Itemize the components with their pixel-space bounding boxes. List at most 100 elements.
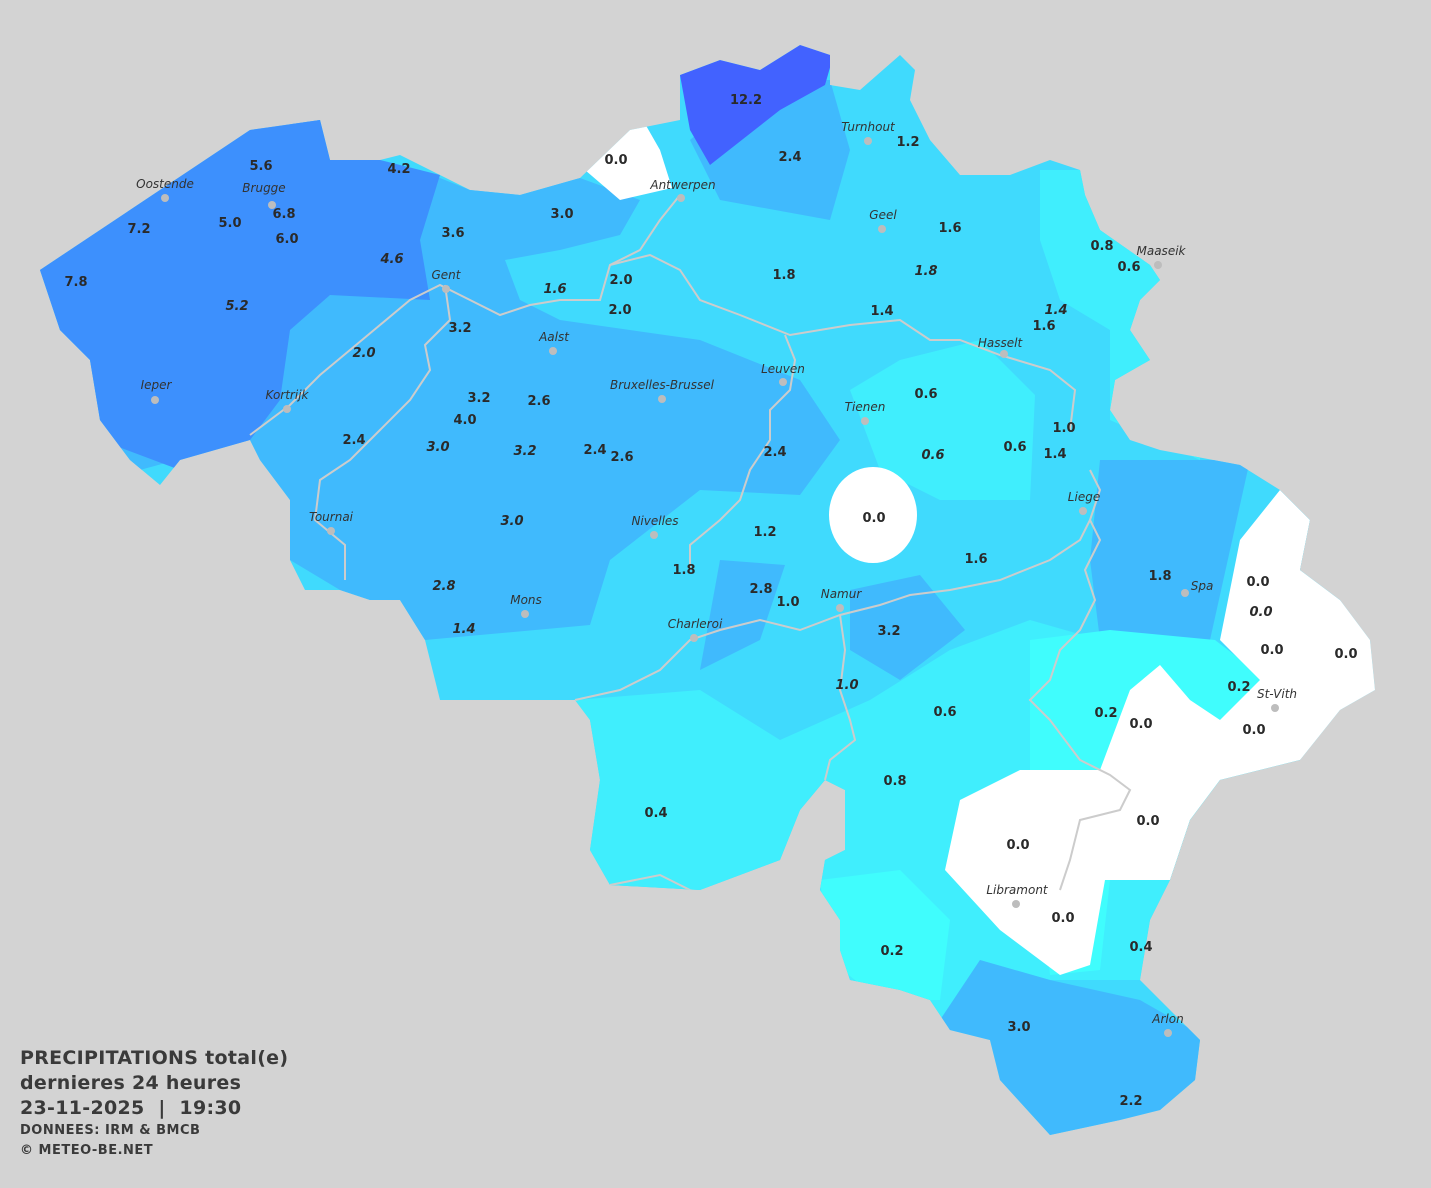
city-label: Kortrijk [266, 388, 310, 402]
city-label: Geel [869, 208, 897, 222]
precip-value: 2.8 [432, 579, 455, 594]
precip-value: 4.2 [387, 162, 410, 177]
precip-value: 0.0 [1249, 605, 1272, 620]
map-legend: PRECIPITATIONS total(e) dernieres 24 heu… [20, 1046, 288, 1161]
precip-value: 1.8 [772, 268, 795, 283]
river [1028, 519, 1132, 891]
city-marker [1000, 350, 1008, 358]
precip-value: 3.0 [550, 207, 573, 222]
city-label: Bruxelles-Brussel [610, 378, 715, 392]
city-marker [690, 634, 698, 642]
city-marker [1079, 507, 1087, 515]
city-label: Spa [1191, 579, 1214, 593]
river [689, 334, 797, 570]
precip-value: 1.6 [543, 282, 566, 297]
precip-value: 6.8 [272, 207, 295, 222]
precip-value: 0.6 [914, 387, 937, 402]
precip-value: 0.0 [1006, 838, 1029, 853]
precip-value: 2.4 [763, 445, 786, 460]
city-marker [151, 396, 159, 404]
precip-value: 1.0 [776, 595, 799, 610]
precip-value: 2.4 [342, 433, 365, 448]
precip-value: 1.0 [1052, 421, 1075, 436]
city-label: Antwerpen [649, 178, 715, 192]
city-label: Gent [432, 268, 462, 282]
river [313, 284, 452, 580]
map-datetime: 23-11-2025 | 19:30 [20, 1097, 242, 1119]
precip-zone-very-high [680, 45, 835, 165]
city-marker [327, 527, 335, 535]
precip-zone-moderate [850, 575, 965, 680]
river [824, 614, 857, 781]
city-marker [779, 378, 787, 386]
precip-value: 0.0 [1136, 814, 1159, 829]
precip-value: 0.0 [1242, 723, 1265, 738]
precip-value: 0.6 [1003, 440, 1026, 455]
precip-value: 7.8 [64, 275, 87, 290]
precip-zone-very-low [820, 870, 950, 1000]
precip-value: 1.6 [938, 221, 961, 236]
city-label: Ieper [141, 378, 173, 392]
city-marker [658, 395, 666, 403]
city-label: Arlon [1151, 1012, 1183, 1026]
city-label: Tienen [845, 400, 886, 414]
precip-value: 1.4 [1043, 447, 1066, 462]
river [609, 253, 1077, 431]
city-label: Oostende [136, 177, 194, 191]
precip-value: 2.0 [609, 273, 632, 288]
city-marker [283, 405, 291, 413]
precip-value: 3.0 [1007, 1020, 1030, 1035]
precip-value: 0.8 [883, 774, 906, 789]
precip-value: 2.4 [778, 150, 801, 165]
precip-value: 2.6 [527, 394, 550, 409]
precip-value: 2.0 [608, 303, 631, 318]
precip-value: 7.2 [127, 222, 150, 237]
precip-zone-zero [829, 467, 917, 563]
river [609, 873, 691, 891]
precip-zone-moderate [1090, 460, 1250, 640]
precip-value: 0.4 [1129, 940, 1152, 955]
city-marker [1164, 1029, 1172, 1037]
city-label: Tournai [309, 510, 354, 524]
precip-value: 0.8 [1090, 239, 1113, 254]
precip-value: 0.0 [1051, 911, 1074, 926]
city-marker [1012, 900, 1020, 908]
precip-value: 1.2 [753, 525, 776, 540]
precip-value: 1.4 [870, 304, 893, 319]
precip-value: 3.2 [448, 321, 471, 336]
precip-zone-zero [945, 665, 1300, 975]
precip-value: 0.4 [644, 806, 667, 821]
precip-value: 0.6 [1117, 260, 1140, 275]
precip-value: 3.2 [467, 391, 490, 406]
precip-value: 0.2 [1227, 680, 1250, 695]
precip-value: 0.0 [1334, 647, 1357, 662]
precip-value: 1.8 [914, 264, 937, 279]
precip-value: 1.0 [835, 678, 858, 693]
city-marker [878, 225, 886, 233]
precip-value: 3.2 [877, 624, 900, 639]
river [249, 194, 681, 436]
precip-value: 0.6 [921, 448, 944, 463]
precip-value: 3.0 [500, 514, 523, 529]
precip-value: 1.4 [452, 622, 475, 637]
precip-value: 1.8 [1148, 569, 1171, 584]
city-marker [161, 194, 169, 202]
precip-value: 1.4 [1044, 303, 1067, 318]
precip-zone-zero [1220, 490, 1375, 760]
precip-value: 0.0 [1129, 717, 1152, 732]
city-marker [549, 347, 557, 355]
map-period: dernieres 24 heures [20, 1072, 242, 1094]
city-label: Turnhout [841, 120, 896, 134]
precip-value: 5.6 [249, 159, 272, 174]
precip-value: 2.2 [1119, 1094, 1142, 1109]
city-label: Aalst [538, 330, 570, 344]
city-marker [1271, 704, 1279, 712]
precip-value: 4.6 [379, 252, 403, 267]
precip-zone-moderate [940, 960, 1210, 1135]
precip-value: 1.8 [672, 563, 695, 578]
city-label: Maaseik [1137, 244, 1187, 258]
city-marker [442, 285, 450, 293]
precip-value: 1.2 [896, 135, 919, 150]
precip-value: 3.6 [441, 226, 464, 241]
